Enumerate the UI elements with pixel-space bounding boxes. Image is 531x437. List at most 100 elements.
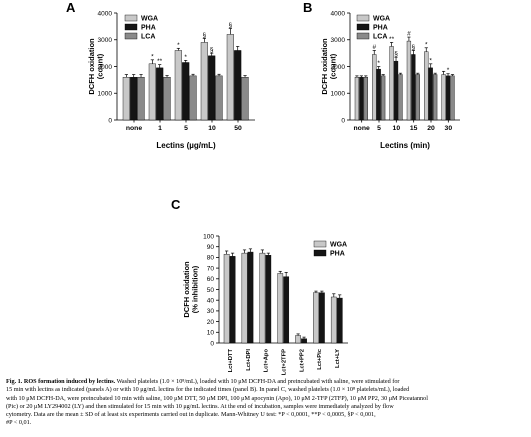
- bar-pha: [182, 62, 190, 121]
- x-tick-label: Lct+Apo: [264, 349, 270, 373]
- x-tick-label: none: [126, 125, 142, 132]
- y-tick-label: 10: [207, 330, 215, 337]
- significance-mark: **: [157, 58, 163, 65]
- panel-letter: B: [303, 0, 312, 15]
- caption-lead: Fig. 1. ROS formation induced by lectins…: [6, 378, 116, 385]
- y-tick-label: 3000: [331, 37, 346, 44]
- bar-wga: [200, 42, 208, 121]
- x-tick-label: 50: [234, 125, 242, 132]
- bar-pha: [319, 292, 325, 344]
- bar-wga: [226, 34, 234, 121]
- bar-wga: [295, 335, 301, 344]
- y-tick-label: 2000: [331, 64, 346, 71]
- y-axis-label-line: DCFH oxidation: [87, 38, 96, 95]
- y-tick-label: 60: [207, 276, 215, 283]
- legend-label-lca: LCA: [141, 34, 155, 41]
- panel-letter: A: [66, 0, 76, 15]
- panel-a: A 0 1000 2000 3000 4000 DCFH oxidation(count) n…: [66, 0, 255, 150]
- x-tick-label: Lct+Pic: [317, 348, 323, 370]
- y-axis-label: DCFH oxidation(count): [87, 38, 105, 95]
- bar-lca: [215, 75, 223, 121]
- y-tick-label: 50: [207, 287, 215, 294]
- x-tick-label: 5: [377, 125, 381, 132]
- bar-wga: [223, 253, 230, 344]
- bar-lca: [363, 76, 368, 121]
- y-tick-label: 1000: [98, 91, 113, 98]
- x-tick-label: 10: [393, 125, 401, 132]
- bar-pha: [301, 338, 307, 344]
- y-tick-label: 30: [207, 308, 215, 315]
- significance-mark: §: [394, 51, 398, 58]
- x-tick-label: Lct+PP2: [299, 349, 305, 372]
- caption-line-3: with 10 μM DCFH-DA, were preincubated 10…: [6, 394, 428, 402]
- caption-line-2: 15 min with lectins as indicated (panels…: [6, 386, 410, 394]
- bar-pha: [359, 76, 364, 121]
- bar-wga: [406, 40, 412, 121]
- bar-pha: [247, 251, 254, 344]
- x-tick-label: Lct+DTT: [228, 349, 234, 373]
- x-tick-label: 15: [410, 125, 418, 132]
- y-tick-label: 100: [203, 233, 214, 240]
- legend-label-pha: PHA: [141, 25, 156, 32]
- y-tick-label: 0: [341, 117, 345, 124]
- bar-lca: [415, 74, 420, 121]
- x-axis-label: Lectins (µg/mL): [156, 141, 216, 150]
- legend-label-wga: WGA: [330, 242, 347, 249]
- bar-wga: [259, 252, 266, 344]
- legend-swatch-pha: [313, 249, 327, 257]
- bar-pha: [208, 55, 216, 121]
- legend-label-pha: PHA: [330, 251, 345, 258]
- significance-mark: *: [429, 57, 432, 64]
- bar-pha: [376, 68, 381, 121]
- x-tick-label: 1: [158, 125, 162, 132]
- x-tick-label: Lct+LY: [335, 349, 341, 368]
- bar-wga: [354, 76, 360, 121]
- bar-pha: [265, 255, 272, 344]
- bar-pha: [393, 60, 399, 121]
- significance-mark: *: [425, 41, 428, 48]
- y-axis-label-line: DCFH oxidation: [182, 261, 191, 318]
- x-tick-label: Lct+2TFP: [282, 349, 288, 375]
- x-tick-label: none: [354, 125, 370, 132]
- caption-line-6: #P < 0,01.: [6, 419, 32, 427]
- significance-mark: #: [372, 44, 376, 51]
- bar-pha: [234, 50, 242, 121]
- legend-label-pha: PHA: [373, 25, 388, 32]
- x-tick-label: 20: [427, 125, 435, 132]
- legend-swatch-lca: [124, 32, 138, 40]
- y-axis-label-line: (count): [329, 53, 338, 79]
- legend-swatch-wga: [313, 240, 327, 248]
- figure-caption: Fig. 1. ROS formation induced by lectins…: [6, 378, 526, 428]
- y-tick-label: 0: [210, 340, 214, 347]
- bar-lca: [137, 76, 145, 121]
- significance-mark: *: [447, 67, 450, 74]
- significance-mark: §: [412, 44, 416, 51]
- significance-mark: #: [407, 31, 411, 38]
- y-axis-label: DCFH oxidation(% inhibition): [182, 261, 200, 318]
- y-tick-label: 0: [108, 117, 112, 124]
- bar-pha: [445, 75, 451, 121]
- y-axis-label-line: (% inhibition): [191, 265, 200, 313]
- y-axis-label-line: (count): [96, 53, 105, 79]
- bar-pha: [156, 67, 164, 121]
- y-tick-label: 3000: [98, 37, 113, 44]
- legend-swatch-lca: [356, 32, 370, 40]
- x-tick-label: 5: [184, 125, 188, 132]
- y-tick-label: 2000: [98, 64, 113, 71]
- caption-line-1: Washed platelets (1.0 × 10⁸/mL), loaded …: [115, 378, 400, 385]
- y-tick-label: 4000: [331, 10, 346, 17]
- bar-wga: [148, 63, 156, 121]
- legend-swatch-wga: [356, 14, 370, 22]
- y-tick-label: 90: [207, 244, 215, 251]
- y-tick-label: 1000: [331, 91, 346, 98]
- bar-lca: [398, 74, 403, 121]
- legend-label-wga: WGA: [373, 16, 390, 23]
- panel-c: C 0 10 20 30 40 50 60 70 80 90 100 DCFH oxidation(% …: [171, 197, 348, 375]
- panel-letter: C: [171, 197, 181, 212]
- bar-pha: [336, 297, 343, 344]
- legend-label-wga: WGA: [141, 16, 158, 23]
- bar-wga: [174, 50, 182, 121]
- bar-wga: [241, 252, 248, 344]
- bar-lca: [241, 76, 249, 121]
